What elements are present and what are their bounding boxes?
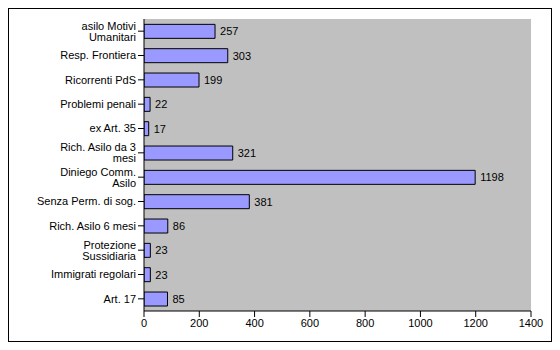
svg-text:199: 199: [204, 74, 222, 86]
svg-text:1400: 1400: [519, 317, 543, 329]
svg-text:Resp. Frontiera: Resp. Frontiera: [60, 49, 137, 61]
svg-text:Diniego Comm.Asilo: Diniego Comm.Asilo: [60, 166, 136, 189]
svg-text:17: 17: [154, 123, 166, 135]
svg-text:ProtezioneSussidiaria: ProtezioneSussidiaria: [82, 239, 137, 262]
svg-text:23: 23: [155, 269, 167, 281]
svg-text:Ricorrenti PdS: Ricorrenti PdS: [65, 74, 136, 86]
svg-text:257: 257: [220, 25, 238, 37]
svg-text:400: 400: [245, 317, 263, 329]
svg-text:85: 85: [172, 293, 184, 305]
svg-text:800: 800: [356, 317, 374, 329]
svg-text:0: 0: [141, 317, 147, 329]
svg-text:asilo MotiviUmanitari: asilo MotiviUmanitari: [82, 20, 136, 43]
svg-text:1000: 1000: [408, 317, 432, 329]
svg-text:381: 381: [254, 196, 272, 208]
svg-text:600: 600: [301, 317, 319, 329]
svg-text:200: 200: [190, 317, 208, 329]
svg-text:Immigrati regolari: Immigrati regolari: [51, 268, 136, 280]
svg-text:Rich. Asilo 6 mesi: Rich. Asilo 6 mesi: [49, 220, 136, 232]
svg-text:ex Art. 35: ex Art. 35: [90, 122, 136, 134]
svg-text:86: 86: [173, 220, 185, 232]
svg-text:Problemi penali: Problemi penali: [60, 98, 136, 110]
svg-text:23: 23: [155, 244, 167, 256]
svg-text:303: 303: [233, 50, 251, 62]
svg-text:Rich. Asilo da 3mesi: Rich. Asilo da 3mesi: [60, 141, 136, 164]
svg-text:Senza Perm. di sog.: Senza Perm. di sog.: [37, 195, 136, 207]
svg-text:1198: 1198: [480, 171, 504, 183]
svg-text:1200: 1200: [463, 317, 487, 329]
svg-text:321: 321: [238, 147, 256, 159]
svg-text:22: 22: [155, 98, 167, 110]
svg-text:Art. 17: Art. 17: [104, 293, 136, 305]
